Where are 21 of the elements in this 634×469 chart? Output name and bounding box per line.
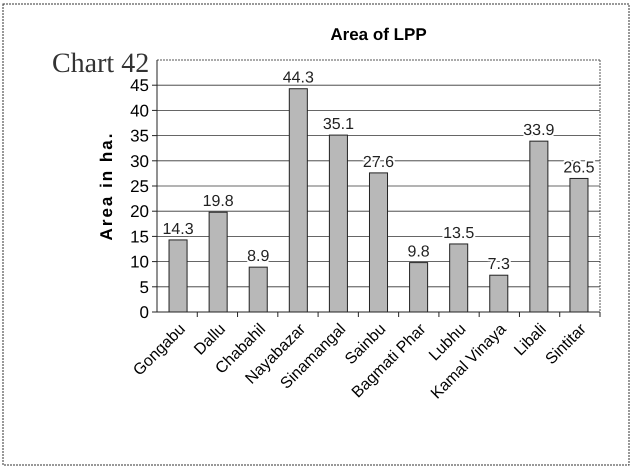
y-axis-title: Area in ha. bbox=[97, 132, 116, 240]
data-label: 8.9 bbox=[247, 248, 270, 266]
chart-title: Area of LPP bbox=[330, 25, 427, 44]
y-tick-label: 30 bbox=[130, 152, 149, 171]
data-label: 44.3 bbox=[282, 70, 314, 87]
y-tick-label: 45 bbox=[130, 76, 149, 96]
y-tick-label: 40 bbox=[130, 101, 149, 120]
data-label: 33.9 bbox=[523, 122, 555, 140]
y-tick-label: 15 bbox=[130, 227, 149, 246]
y-tick-label: 20 bbox=[130, 202, 149, 222]
data-label: 26.5 bbox=[563, 159, 595, 176]
y-tick-label: 25 bbox=[130, 176, 149, 196]
data-label: 14.3 bbox=[162, 220, 194, 238]
data-label: 35.1 bbox=[322, 116, 354, 134]
data-label: 9.8 bbox=[407, 244, 430, 261]
y-tick-label: 5 bbox=[140, 278, 149, 297]
caption: Chart 42 bbox=[52, 48, 150, 79]
y-tick-label: 10 bbox=[130, 252, 149, 272]
data-label: 19.8 bbox=[202, 193, 234, 210]
y-tick-label: 35 bbox=[130, 126, 149, 146]
y-tick-label: 0 bbox=[140, 302, 149, 322]
